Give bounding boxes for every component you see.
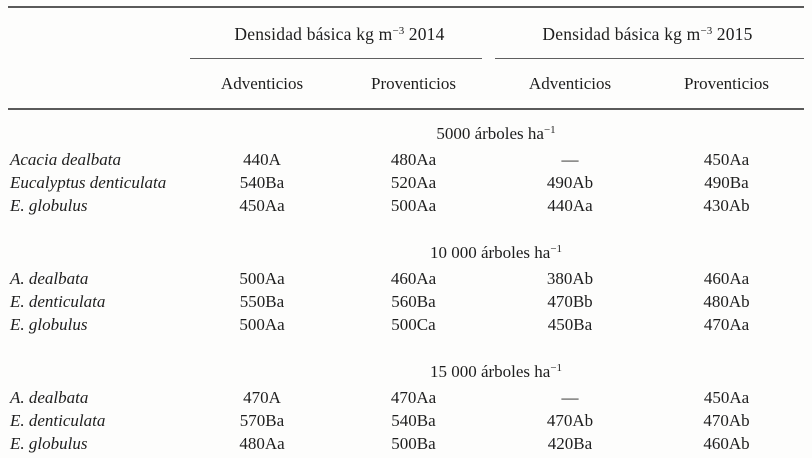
top-rule (8, 6, 804, 8)
table-row: A. dealbata 470A 470Aa — 450Aa (8, 386, 804, 409)
species-name: E. denticulata (10, 411, 106, 430)
group-header-5000-superscript: −1 (543, 124, 556, 136)
density-value: 500Aa (239, 269, 285, 288)
density-value: 450Aa (703, 388, 750, 407)
density-value: 460Ab (703, 434, 750, 453)
group-header-15000-text: 15 000 árboles ha (429, 362, 551, 381)
subheader-2014-adventicios: Adventicios (220, 74, 304, 93)
group-header-row-5000: 5000 árboles ha−1 (8, 110, 804, 148)
table-row: E. globulus 500Aa 500Ca 450Ba 470Aa (8, 313, 804, 336)
table-row: Eucalyptus denticulata 540Ba 520Aa 490Ab… (8, 171, 804, 194)
species-name: E. denticulata (10, 292, 106, 311)
table-row: Acacia dealbata 440A 480Aa — 450Aa (8, 148, 804, 171)
density-value: — (561, 388, 579, 407)
density-value: 540Ba (391, 411, 436, 430)
group-title-2014-year: 2014 (404, 24, 445, 44)
density-value: 450Ba (547, 315, 593, 334)
density-value: 480Aa (390, 150, 437, 169)
density-value: 570Ba (239, 411, 285, 430)
species-name: E. globulus (10, 315, 88, 334)
top-rule-row (8, 6, 804, 8)
density-value: 470Aa (390, 388, 437, 407)
subheader-2015-adventicios: Adventicios (528, 74, 612, 93)
density-value: 500Aa (390, 196, 437, 215)
species-name: A. dealbata (10, 388, 89, 407)
species-name: A. dealbata (10, 269, 89, 288)
density-value: 420Ba (547, 434, 593, 453)
group-header-10000-text: 10 000 árboles ha (429, 243, 551, 262)
density-value: 470A (243, 388, 281, 407)
subheader-2015-proventicios: Proventicios (684, 74, 769, 93)
density-value: 500Ba (391, 434, 436, 453)
density-value: 450Aa (703, 150, 750, 169)
density-value: 500Ca (391, 315, 436, 334)
density-value: 470Ab (546, 411, 594, 430)
density-value: 430Ab (703, 196, 750, 215)
density-value: 540Ba (239, 173, 285, 192)
group-header-15000: 15 000 árboles ha−1 (188, 336, 804, 386)
density-value: 500Aa (239, 315, 285, 334)
column-group-header-row: Densidad básica kg m−3 2014 Densidad bás… (8, 8, 804, 58)
group-title-2015-text: Densidad básica kg m (542, 24, 701, 44)
density-value: 520Aa (390, 173, 437, 192)
density-value: 470Ab (703, 411, 750, 430)
density-value: — (561, 150, 579, 169)
density-value: 490Ba (704, 173, 749, 192)
group-title-2015-year: 2015 (712, 24, 753, 44)
header-rule (8, 108, 804, 110)
density-value: 550Ba (239, 292, 285, 311)
group-header-15000-superscript: −1 (550, 362, 563, 374)
group-header-row-10000: 10 000 árboles ha−1 (8, 217, 804, 267)
table-row: E. globulus 480Aa 500Ba 420Ba 460Ab (8, 432, 804, 455)
spanner-rule-2015 (495, 58, 804, 59)
spanner-rule-row (8, 58, 804, 59)
group-title-2014-superscript: −3 (392, 25, 405, 37)
group-header-5000-text: 5000 árboles ha (436, 124, 544, 143)
group-header-10000: 10 000 árboles ha−1 (188, 217, 804, 267)
group-header-10000-superscript: −1 (550, 243, 563, 255)
species-name: E. globulus (10, 196, 88, 215)
species-name: Acacia dealbata (10, 150, 121, 169)
density-value: 490Ab (546, 173, 594, 192)
column-group-2014: Densidad básica kg m−3 2014 (188, 8, 491, 58)
density-value: 470Aa (703, 315, 750, 334)
species-column-header-blank (8, 8, 188, 58)
group-header-row-15000: 15 000 árboles ha−1 (8, 336, 804, 386)
subheader-2014-proventicios: Proventicios (371, 74, 456, 93)
density-value: 440A (243, 150, 281, 169)
species-name: E. globulus (10, 434, 88, 453)
density-value: 460Aa (703, 269, 750, 288)
subheader-row: Adventicios Proventicios Adventicios Pro… (8, 59, 804, 108)
spanner-rule-2014 (190, 58, 482, 59)
group-title-2015-superscript: −3 (700, 25, 713, 37)
density-value: 480Ab (703, 292, 750, 311)
species-subheader-blank (8, 59, 188, 108)
density-table: Densidad básica kg m−3 2014 Densidad bás… (8, 6, 804, 458)
density-value: 450Aa (239, 196, 285, 215)
density-value: 480Aa (239, 434, 285, 453)
column-group-2015: Densidad básica kg m−3 2015 (491, 8, 804, 58)
density-value: 460Aa (390, 269, 437, 288)
header-rule-row (8, 108, 804, 110)
density-value: 560Ba (391, 292, 436, 311)
density-value: 440Aa (547, 196, 593, 215)
table-row: E. denticulata 550Ba 560Ba 470Bb 480Ab (8, 290, 804, 313)
species-name: Eucalyptus denticulata (10, 173, 167, 192)
group-header-5000: 5000 árboles ha−1 (188, 110, 804, 148)
table-row: E. globulus 450Aa 500Aa 440Aa 430Ab (8, 194, 804, 217)
group-title-2014-text: Densidad básica kg m (234, 24, 393, 44)
density-value: 470Bb (547, 292, 593, 311)
density-value: 380Ab (546, 269, 594, 288)
table-row: E. denticulata 570Ba 540Ba 470Ab 470Ab (8, 409, 804, 432)
table-row: A. dealbata 500Aa 460Aa 380Ab 460Aa (8, 267, 804, 290)
